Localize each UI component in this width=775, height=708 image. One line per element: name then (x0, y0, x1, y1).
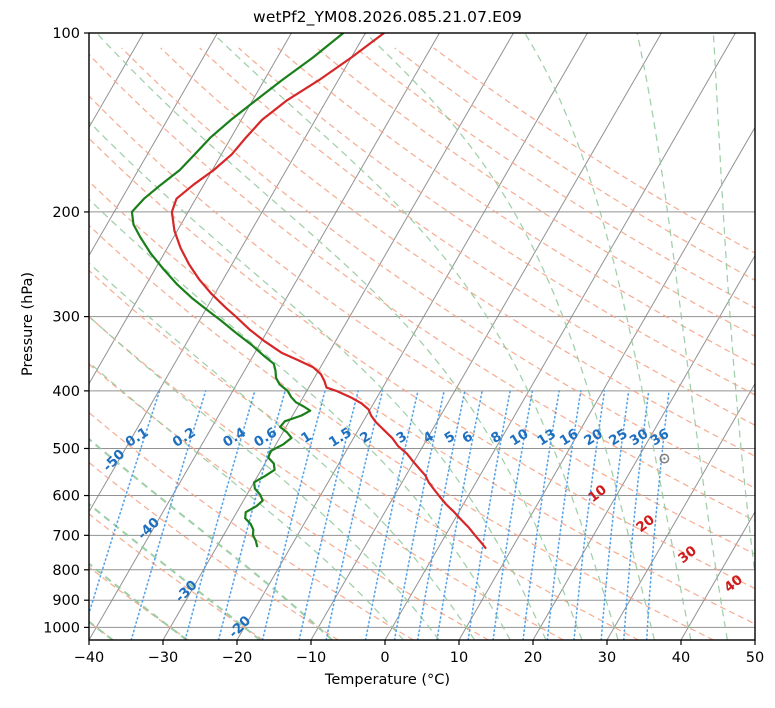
x-tick-label: 30 (598, 650, 616, 666)
lcl-marker (659, 453, 670, 464)
x-axis-title: Temperature (°C) (324, 672, 451, 688)
dewpoint-profile (130, 33, 345, 548)
y-tick-label: 1000 (43, 620, 80, 636)
x-tick-label: −30 (148, 650, 179, 666)
lcl-marker-center (663, 457, 666, 460)
y-tick-label: 900 (52, 593, 80, 609)
x-tick-label: −10 (296, 650, 327, 666)
y-tick-label: 700 (52, 528, 80, 544)
y-tick-label: 500 (52, 442, 80, 458)
y-tick-label: 600 (52, 489, 80, 505)
chart-title: wetPf2_YM08.2026.085.21.07.E09 (253, 8, 522, 26)
x-tick-label: −20 (222, 650, 253, 666)
x-tick-label: 10 (450, 650, 468, 666)
y-tick-label: 200 (52, 205, 80, 221)
y-tick-label: 300 (52, 310, 80, 326)
profile-curves (130, 33, 670, 549)
temperature-profile (170, 33, 487, 549)
background-gridlines (89, 33, 755, 640)
x-tick-label: 40 (672, 650, 690, 666)
y-tick-label: 400 (52, 384, 80, 400)
x-tick-label: 50 (746, 650, 764, 666)
x-tick-label: −40 (74, 650, 105, 666)
y-tick-label: 100 (52, 26, 80, 42)
x-tick-label: 0 (380, 650, 389, 666)
plot-background (89, 33, 755, 640)
y-tick-label: 800 (52, 563, 80, 579)
plot-border (88, 32, 756, 641)
x-tick-label: 20 (524, 650, 542, 666)
